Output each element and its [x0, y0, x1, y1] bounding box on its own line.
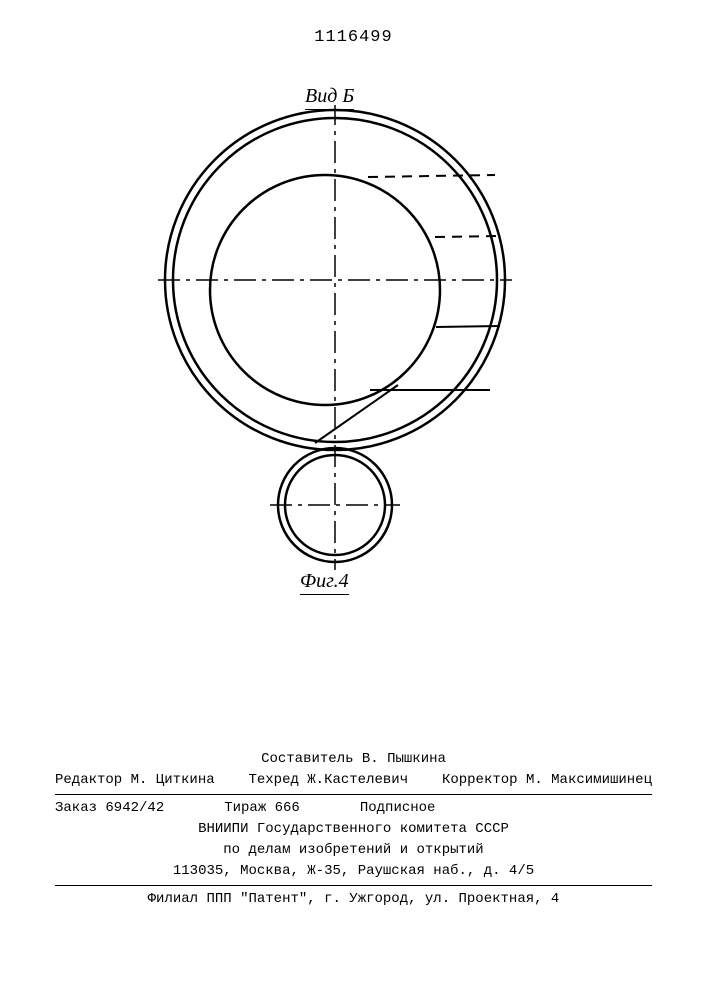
org-line-1: ВНИИПИ Государственного комитета СССР: [55, 819, 652, 840]
techred-text: Техред Ж.Кастелевич: [248, 770, 408, 791]
corrector-text: Корректор М. Максимишинец: [442, 770, 652, 791]
tirage-text: Тираж 666: [224, 798, 300, 819]
divider-1: [55, 794, 652, 795]
subscription-text: Подписное: [360, 798, 436, 819]
figure-label: Фиг.4: [300, 570, 349, 593]
footer-block: Составитель В. Пышкина Редактор М. Цитки…: [55, 749, 652, 910]
technical-diagram: [140, 105, 540, 605]
compiler-line: Составитель В. Пышкина: [55, 749, 652, 770]
order-row: Заказ 6942/42 Тираж 666 Подписное: [55, 798, 652, 819]
credits-row: Редактор М. Циткина Техред Ж.Кастелевич …: [55, 770, 652, 791]
branch-line: Филиал ППП "Патент", г. Ужгород, ул. Про…: [55, 889, 652, 910]
diagram-svg: [140, 105, 540, 605]
org-line-2: по делам изобретений и открытий: [55, 840, 652, 861]
page-number: 1116499: [314, 28, 392, 47]
divider-2: [55, 885, 652, 886]
editor-text: Редактор М. Циткина: [55, 770, 215, 791]
order-text: Заказ 6942/42: [55, 798, 164, 819]
address-line: 113035, Москва, Ж-35, Раушская наб., д. …: [55, 861, 652, 882]
